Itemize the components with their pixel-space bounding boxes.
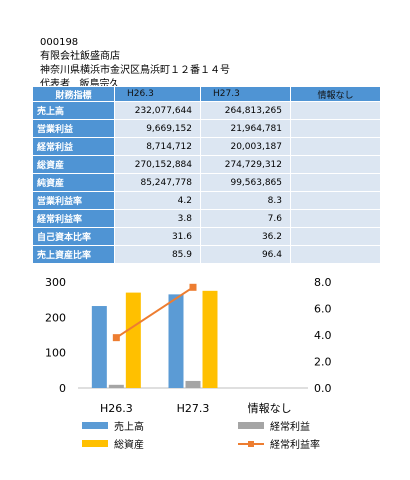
legend-label: 経常利益 <box>270 420 310 433</box>
table-cell <box>290 119 381 138</box>
y-left-tick-label: 300 <box>45 276 66 289</box>
x-tick-label: H27.3 <box>177 402 210 415</box>
line-point-経常利益率 <box>189 283 197 291</box>
table-cell <box>290 245 381 264</box>
legend-swatch-売上高 <box>82 422 108 429</box>
table-row: 営業利益 9,669,152 21,964,781 <box>32 119 381 138</box>
table-cell <box>290 191 381 210</box>
y-left-tick-label: 0 <box>59 382 66 395</box>
column-header: H27.3 <box>200 86 291 102</box>
y-left-tick-label: 200 <box>45 311 66 324</box>
table-row: 経常利益率 3.8 7.6 <box>32 209 381 228</box>
row-label: 経常利益 <box>32 137 115 156</box>
table-cell <box>290 137 381 156</box>
legend-swatch-経常利益 <box>238 422 264 429</box>
row-label: 総資産 <box>32 155 115 174</box>
table-cell: 36.2 <box>200 227 291 246</box>
bar-経常利益 <box>108 384 124 388</box>
table-cell <box>290 101 381 120</box>
table-row: 純資産 85,247,778 99,563,865 <box>32 173 381 192</box>
table-cell: 270,152,884 <box>114 155 201 174</box>
table-row: 売上資産比率 85.9 96.4 <box>32 245 381 264</box>
row-label: 自己資本比率 <box>32 227 115 246</box>
company-address: 神奈川県横浜市金沢区鳥浜町１２番１４号 <box>40 65 230 76</box>
row-label: 売上資産比率 <box>32 245 115 264</box>
legend-swatch-総資産 <box>82 440 108 447</box>
table-cell: 7.6 <box>200 209 291 228</box>
legend-label: 総資産 <box>114 438 144 451</box>
column-header: H26.3 <box>114 86 201 102</box>
table-cell: 8,714,712 <box>114 137 201 156</box>
company-code: 000198 <box>40 37 79 48</box>
table-cell: 8.3 <box>200 191 291 210</box>
table-cell: 31.6 <box>114 227 201 246</box>
legend-label: 経常利益率 <box>270 438 320 451</box>
legend-label: 売上高 <box>114 420 144 433</box>
table-cell: 4.2 <box>114 191 201 210</box>
table-cell: 99,563,865 <box>200 173 291 192</box>
table-cell: 9,669,152 <box>114 119 201 138</box>
y-right-tick-label: 2.0 <box>314 356 332 369</box>
row-label: 売上高 <box>32 101 115 120</box>
bar-経常利益 <box>185 380 201 388</box>
bar-総資産 <box>125 292 141 388</box>
y-right-tick-label: 4.0 <box>314 329 332 342</box>
table-cell: 264,813,265 <box>200 101 291 120</box>
legend-marker-経常利益率 <box>248 441 254 447</box>
table-cell: 21,964,781 <box>200 119 291 138</box>
table-header-row: 財務指標 H26.3 H27.3 情報なし <box>32 86 381 102</box>
row-label: 経常利益率 <box>32 209 115 228</box>
line-経常利益率 <box>115 286 194 339</box>
table-cell: 85,247,778 <box>114 173 201 192</box>
y-left-tick-label: 100 <box>45 347 66 360</box>
x-tick-label: H26.3 <box>100 402 133 415</box>
row-label: 営業利益 <box>32 119 115 138</box>
table-cell: 85.9 <box>114 245 201 264</box>
table-cell: 20,003,187 <box>200 137 291 156</box>
table-row: 売上高 232,077,644 264,813,265 <box>32 101 381 120</box>
row-label: 営業利益率 <box>32 191 115 210</box>
y-right-tick-label: 8.0 <box>314 276 332 289</box>
line-point-経常利益率 <box>112 334 120 342</box>
y-right-tick-label: 0.0 <box>314 382 332 395</box>
representative: 代表者 飯島宗久 <box>40 78 120 92</box>
table-cell: 3.8 <box>114 209 201 228</box>
column-header: 財務指標 <box>32 86 115 102</box>
financial-table: 財務指標 H26.3 H27.3 情報なし 売上高 232,077,644 264,… <box>32 86 381 264</box>
bar-売上高 <box>168 294 184 388</box>
table-row: 自己資本比率 31.6 36.2 <box>32 227 381 246</box>
representative-label: 代表者 <box>40 79 70 90</box>
table-cell <box>290 209 381 228</box>
bar-売上高 <box>91 306 107 388</box>
table-body: 売上高 232,077,644 264,813,265 営業利益 9,669,152 21… <box>32 101 381 264</box>
table-cell <box>290 155 381 174</box>
table-cell: 96.4 <box>200 245 291 264</box>
company-name: 有限会社飯盛商店 <box>40 51 120 62</box>
table-cell <box>290 227 381 246</box>
x-tick-label: 情報なし <box>248 402 292 415</box>
bar-総資産 <box>202 290 218 388</box>
table-cell: 274,729,312 <box>200 155 291 174</box>
table-row: 総資産 270,152,884 274,729,312 <box>32 155 381 174</box>
y-right-tick-label: 6.0 <box>314 303 332 316</box>
table-cell <box>290 173 381 192</box>
row-label: 純資産 <box>32 173 115 192</box>
table-row: 経常利益 8,714,712 20,003,187 <box>32 137 381 156</box>
column-header: 情報なし <box>290 86 381 102</box>
representative-name: 飯島宗久 <box>79 79 120 90</box>
financial-chart: 0 100 200 300 0.0 2.0 4.0 6.0 8.0 H26.3 H27.3 情報なし売… <box>45 276 332 451</box>
table-cell: 232,077,644 <box>114 101 201 120</box>
table-row: 営業利益率 4.2 8.3 <box>32 191 381 210</box>
